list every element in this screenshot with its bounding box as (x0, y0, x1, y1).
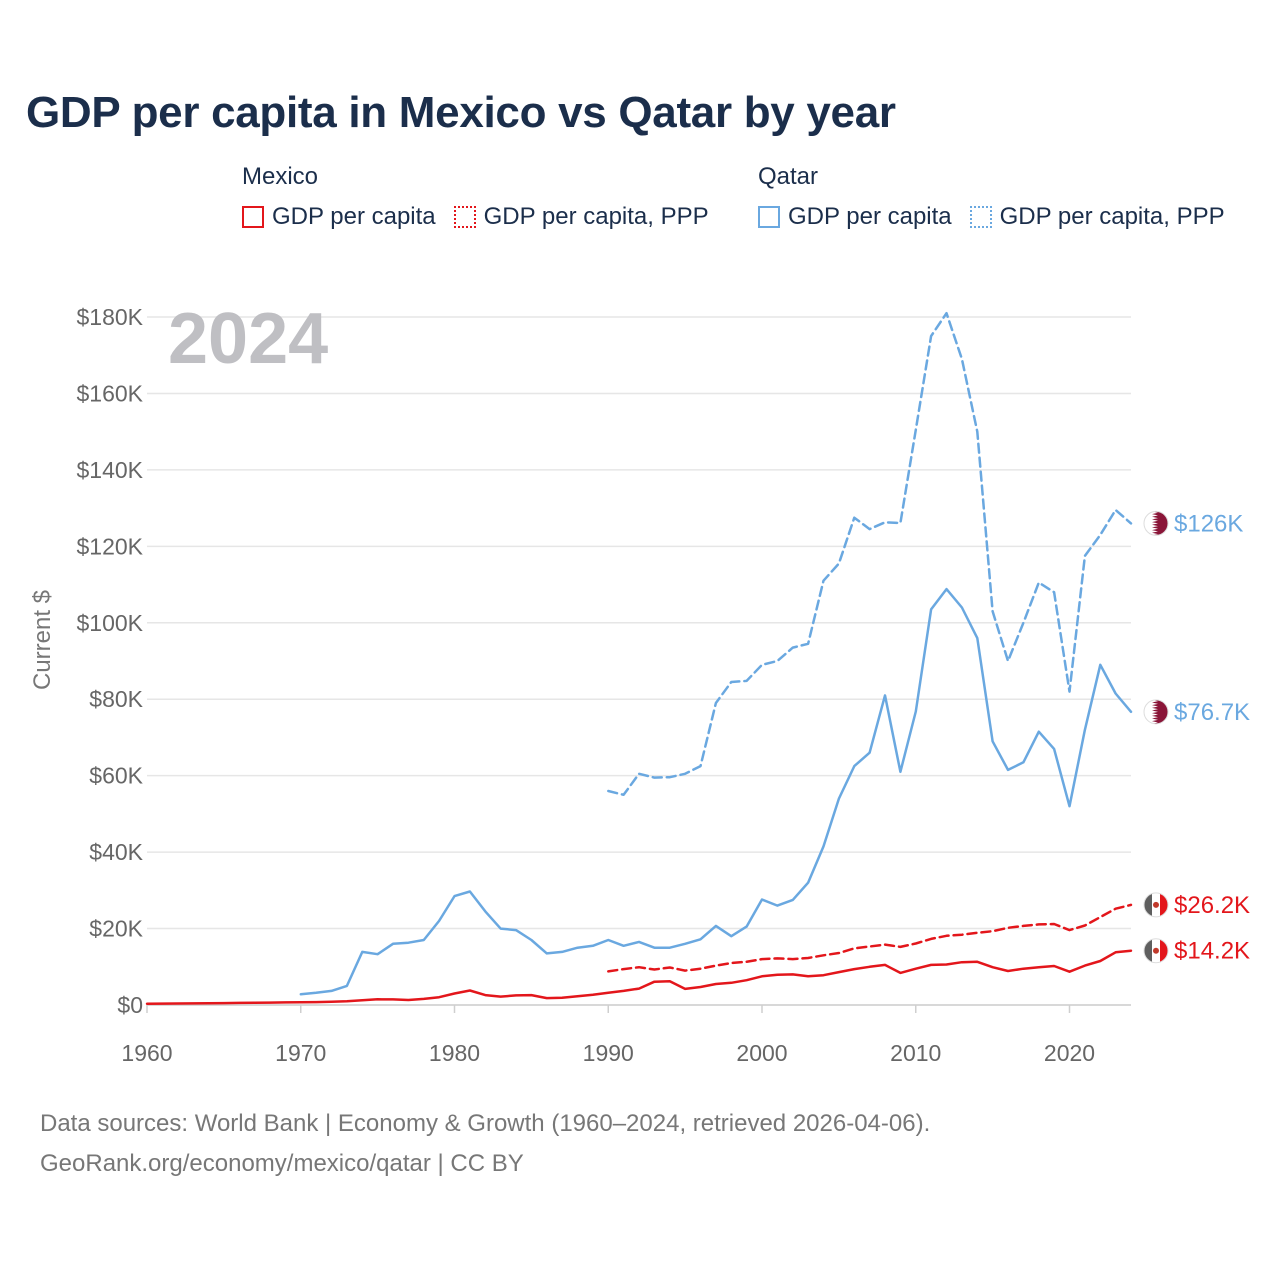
legend-swatch-solid (242, 206, 264, 228)
legend-swatch-dotted (969, 206, 992, 228)
qatar-flag-icon (1143, 510, 1169, 536)
y-tick-label: $160K (76, 380, 143, 406)
y-tick-label: $120K (76, 533, 143, 559)
x-tick-label: 1970 (275, 1040, 326, 1066)
legend-item-mexico-gdp[interactable]: GDP per capita (242, 203, 436, 231)
qatar-flag-icon (1143, 699, 1169, 725)
series-line-qa_ppp[interactable] (607, 311, 1133, 797)
mexico-flag-icon (1143, 892, 1169, 918)
series-line-mx_gdp[interactable] (145, 949, 1133, 1005)
y-tick-label: $80K (89, 686, 143, 712)
legend-group-label: Qatar (758, 163, 819, 190)
y-tick-label: $100K (76, 610, 143, 636)
legend-group-label: Mexico (242, 163, 319, 190)
footer-link[interactable]: GeoRank.org/economy/mexico/qatar | CC BY (40, 1150, 524, 1177)
x-tick-label: 2010 (890, 1040, 941, 1066)
legend-group-mexico: Mexico GDP per capita GDP per capita, PP… (242, 160, 727, 231)
legend-swatch-dotted (453, 206, 476, 228)
legend-item-qatar-gdp[interactable]: GDP per capita (758, 203, 952, 231)
legend-item-label: GDP per capita, PPP (483, 203, 709, 230)
chart-title: GDP per capita in Mexico vs Qatar by yea… (26, 88, 896, 137)
x-tick-label: 1980 (429, 1040, 480, 1066)
series-line-qa_gdp[interactable] (299, 587, 1133, 996)
x-tick-label: 2000 (736, 1040, 787, 1066)
y-axis-title: Current $ (29, 590, 56, 690)
y-tick-label: $180K (76, 304, 143, 330)
end-label-mx_gdp: $14.2K (1174, 938, 1250, 965)
footer-sources: Data sources: World Bank | Economy & Gro… (40, 1110, 931, 1137)
legend-swatch-solid (758, 206, 780, 228)
end-label-mx_ppp: $26.2K (1174, 892, 1250, 919)
y-tick-label: $140K (76, 457, 143, 483)
legend-item-qatar-gdp-ppp[interactable]: GDP per capita, PPP (969, 203, 1225, 231)
grid-lines (147, 316, 1131, 1006)
end-label-qa_gdp: $76.7K (1174, 699, 1250, 726)
end-label-qa_ppp: $126K (1174, 510, 1243, 537)
axes: $0 $20K $40K $60K $80K $100K $120K $140K $160K $1… (76, 304, 1131, 1066)
legend-item-label: GDP per capita (272, 203, 436, 230)
legend-item-label: GDP per capita (788, 203, 952, 230)
year-watermark: 2024 (168, 299, 328, 379)
y-tick-label: $20K (89, 916, 143, 942)
series-line-mx_ppp[interactable] (607, 903, 1133, 973)
legend-item-mexico-gdp-ppp[interactable]: GDP per capita, PPP (453, 203, 709, 231)
x-tick-label: 1960 (121, 1040, 172, 1066)
series (145, 311, 1133, 1005)
legend-item-label: GDP per capita, PPP (999, 203, 1225, 230)
x-tick-label: 1990 (583, 1040, 634, 1066)
x-tick-label: 2020 (1044, 1040, 1095, 1066)
y-tick-label: $40K (89, 839, 143, 865)
end-labels: $126K $76.7K $26.2K $14.2K (1143, 510, 1250, 965)
legend-group-qatar: Qatar GDP per capita GDP per capita, PPP (758, 160, 1243, 231)
y-tick-label: $60K (89, 763, 143, 789)
mexico-flag-icon (1143, 938, 1169, 964)
y-tick-label: $0 (117, 992, 143, 1018)
footer: Data sources: World Bank | Economy & Gro… (40, 1104, 930, 1184)
